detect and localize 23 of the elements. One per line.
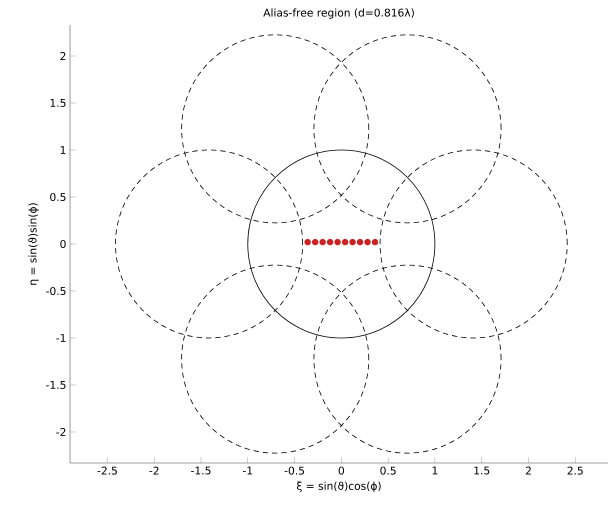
y-tick-label: 2 xyxy=(60,52,66,60)
y-tick-label: 0.5 xyxy=(50,192,66,202)
y-axis-title: η = sin(ϑ)sin(ϕ) xyxy=(28,203,39,285)
x-tick-label: -1.5 xyxy=(191,466,210,475)
y-tick-label: -2 xyxy=(56,428,66,436)
x-tick-label: -0.5 xyxy=(284,466,304,475)
x-tick-label: 1.5 xyxy=(474,466,490,475)
y-tick-label: -0.5 xyxy=(46,286,66,296)
y-tick-label: -1.5 xyxy=(46,381,66,389)
y-tick-label: 1.5 xyxy=(50,99,66,107)
x-tick-label: -2 xyxy=(149,466,158,474)
x-tick-label: 2 xyxy=(526,466,531,474)
x-axis-title: ξ = sin(ϑ)cos(ϕ) xyxy=(296,482,381,492)
x-tick-label: -2.5 xyxy=(98,466,117,475)
x-tick-label: 0.5 xyxy=(380,466,396,475)
x-tick-label: 1 xyxy=(432,466,438,474)
x-tick-label: -1 xyxy=(242,466,252,474)
x-tick-label: 0 xyxy=(338,466,344,475)
y-tick-label: 1 xyxy=(60,146,66,154)
x-tick-label: 2.5 xyxy=(568,466,583,475)
chart-title: Alias-free region (d=0.816λ) xyxy=(263,8,414,19)
y-tick-label: -1 xyxy=(56,334,66,342)
y-tick-label: 0 xyxy=(60,240,66,248)
